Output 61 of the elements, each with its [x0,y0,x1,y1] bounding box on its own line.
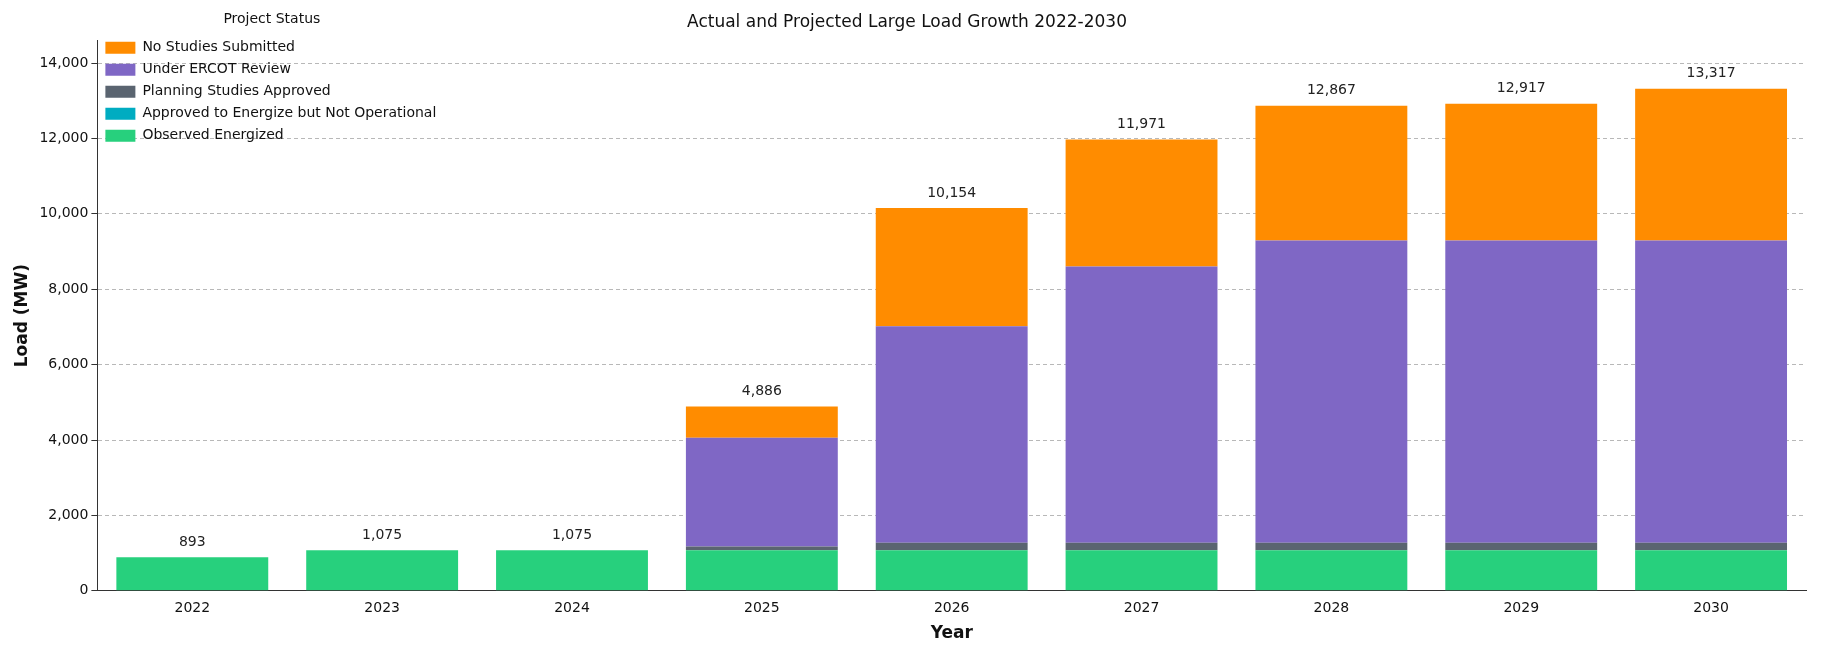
y-tick-label: 2,000 [48,506,89,523]
bar [116,557,269,591]
bar [1065,266,1218,543]
bar [1065,542,1218,551]
legend-label: Observed Energized [142,126,284,143]
bar [496,550,648,591]
legend-label: Under ERCOT Review [142,60,291,77]
y-tick-label: 12,000 [39,129,89,146]
x-tick-label: 2030 [1693,598,1729,615]
bar [685,406,838,438]
total-label: 13,317 [1686,64,1736,81]
bar [1255,542,1408,551]
legend-title: Project Status [223,9,321,26]
y-tick-label: 8,000 [48,279,89,296]
x-tick-label: 2022 [174,598,211,615]
bar [875,208,1028,327]
x-tick-label: 2025 [744,598,780,615]
bar [1445,103,1598,241]
bar [1255,240,1408,543]
y-tick-label: 0 [79,581,89,598]
bar [685,437,838,547]
bar [1445,542,1598,551]
x-tick-label: 2028 [1313,598,1350,615]
y-tick-label: 10,000 [39,204,89,221]
y-tick-label: 4,000 [48,430,89,447]
x-tick-label: 2029 [1503,598,1540,615]
legend-label: Planning Studies Approved [142,82,331,99]
total-label: 12,867 [1306,81,1356,98]
bar [875,550,1028,591]
y-axis-title: Load (MW) [10,263,31,368]
total-label: 12,917 [1496,79,1546,96]
total-label: 4,886 [741,382,782,399]
bar [1635,88,1788,241]
total-label: 11,971 [1117,115,1167,132]
y-tick-label: 6,000 [48,355,89,372]
legend-label: Approved to Energize but Not Operational [142,104,437,121]
bar [1065,139,1218,267]
bar [1065,550,1218,591]
bar [1255,105,1408,241]
bar [1445,240,1598,543]
x-tick-label: 2027 [1123,598,1160,615]
bar [1255,550,1408,591]
total-label: 893 [178,532,206,549]
bar [1635,240,1788,543]
bar [1635,542,1788,551]
total-label: 1,075 [551,525,593,542]
bar [875,326,1028,543]
x-axis-title: Year [929,622,974,643]
y-tick-label: 14,000 [39,53,89,70]
legend-label: No Studies Submitted [142,38,295,55]
x-tick-label: 2024 [554,598,590,615]
bar [685,550,838,591]
bar [1445,550,1598,591]
bar [1635,550,1788,591]
chart-title: Actual and Projected Large Load Growth 2022-2030 [687,10,1127,31]
bar [875,542,1028,551]
bar [306,550,459,591]
x-tick-label: 2026 [933,598,970,615]
total-label: 10,154 [927,183,977,200]
x-tick-label: 2023 [364,598,400,615]
total-label: 1,075 [362,525,403,542]
